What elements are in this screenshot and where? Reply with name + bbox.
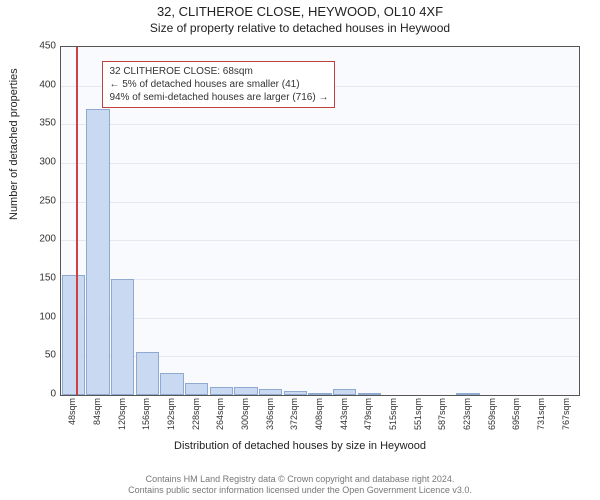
annotation-line: 32 CLITHEROE CLOSE: 68sqm — [109, 65, 328, 78]
xtick-label: 48sqm — [67, 398, 77, 425]
xtick-label: 156sqm — [141, 398, 151, 430]
xtick-label: 623sqm — [462, 398, 472, 430]
chart-area: 32 CLITHEROE CLOSE: 68sqm← 5% of detache… — [60, 46, 580, 396]
xtick-label: 587sqm — [437, 398, 447, 430]
ytick-label: 300 — [39, 157, 56, 168]
xtick-label: 336sqm — [265, 398, 275, 430]
histogram-bar — [86, 109, 109, 395]
xtick-label: 372sqm — [289, 398, 299, 430]
ytick-label: 350 — [39, 118, 56, 129]
ytick-label: 200 — [39, 234, 56, 245]
xtick-label: 192sqm — [166, 398, 176, 430]
histogram-bar — [358, 393, 381, 395]
xtick-label: 228sqm — [191, 398, 201, 430]
ytick-label: 450 — [39, 41, 56, 52]
xtick-label: 120sqm — [117, 398, 127, 430]
xtick-label: 84sqm — [92, 398, 102, 425]
footer-line-1: Contains HM Land Registry data © Crown c… — [0, 474, 600, 485]
xtick-label: 659sqm — [487, 398, 497, 430]
histogram-bar — [210, 387, 233, 395]
xtick-label: 767sqm — [561, 398, 571, 430]
histogram-bar — [333, 389, 356, 395]
ytick-label: 400 — [39, 79, 56, 90]
histogram-bar — [111, 279, 134, 395]
xtick-label: 408sqm — [314, 398, 324, 430]
xtick-label: 731sqm — [536, 398, 546, 430]
histogram-bar — [456, 393, 479, 395]
xtick-label: 443sqm — [339, 398, 349, 430]
footer-line-2: Contains public sector information licen… — [0, 485, 600, 496]
xtick-label: 479sqm — [363, 398, 373, 430]
ytick-label: 0 — [50, 389, 56, 400]
y-axis-label: Number of detached properties — [8, 68, 20, 220]
gridline — [61, 124, 579, 125]
ytick-label: 50 — [45, 350, 56, 361]
xtick-label: 515sqm — [388, 398, 398, 430]
xtick-label: 300sqm — [240, 398, 250, 430]
ytick-label: 150 — [39, 273, 56, 284]
histogram-bar — [284, 391, 307, 395]
annotation-box: 32 CLITHEROE CLOSE: 68sqm← 5% of detache… — [102, 61, 335, 108]
histogram-bar — [234, 387, 257, 395]
annotation-line: ← 5% of detached houses are smaller (41) — [109, 78, 328, 91]
histogram-bar — [136, 352, 159, 395]
ytick-label: 100 — [39, 311, 56, 322]
plot-region: 32 CLITHEROE CLOSE: 68sqm← 5% of detache… — [60, 46, 580, 396]
x-axis-label: Distribution of detached houses by size … — [0, 440, 600, 452]
marker-line — [76, 47, 78, 395]
gridline — [61, 318, 579, 319]
xtick-label: 264sqm — [215, 398, 225, 430]
annotation-line: 94% of semi-detached houses are larger (… — [109, 91, 328, 104]
histogram-bar — [185, 383, 208, 395]
footer: Contains HM Land Registry data © Crown c… — [0, 474, 600, 496]
gridline — [61, 279, 579, 280]
histogram-bar — [62, 275, 85, 395]
gridline — [61, 163, 579, 164]
ytick-label: 250 — [39, 195, 56, 206]
xtick-label: 551sqm — [413, 398, 423, 430]
gridline — [61, 240, 579, 241]
histogram-bar — [308, 393, 331, 395]
histogram-bar — [259, 389, 282, 395]
chart-title: 32, CLITHEROE CLOSE, HEYWOOD, OL10 4XF — [0, 0, 600, 19]
chart-subtitle: Size of property relative to detached ho… — [0, 19, 600, 35]
histogram-bar — [160, 373, 183, 395]
gridline — [61, 202, 579, 203]
xtick-label: 695sqm — [511, 398, 521, 430]
